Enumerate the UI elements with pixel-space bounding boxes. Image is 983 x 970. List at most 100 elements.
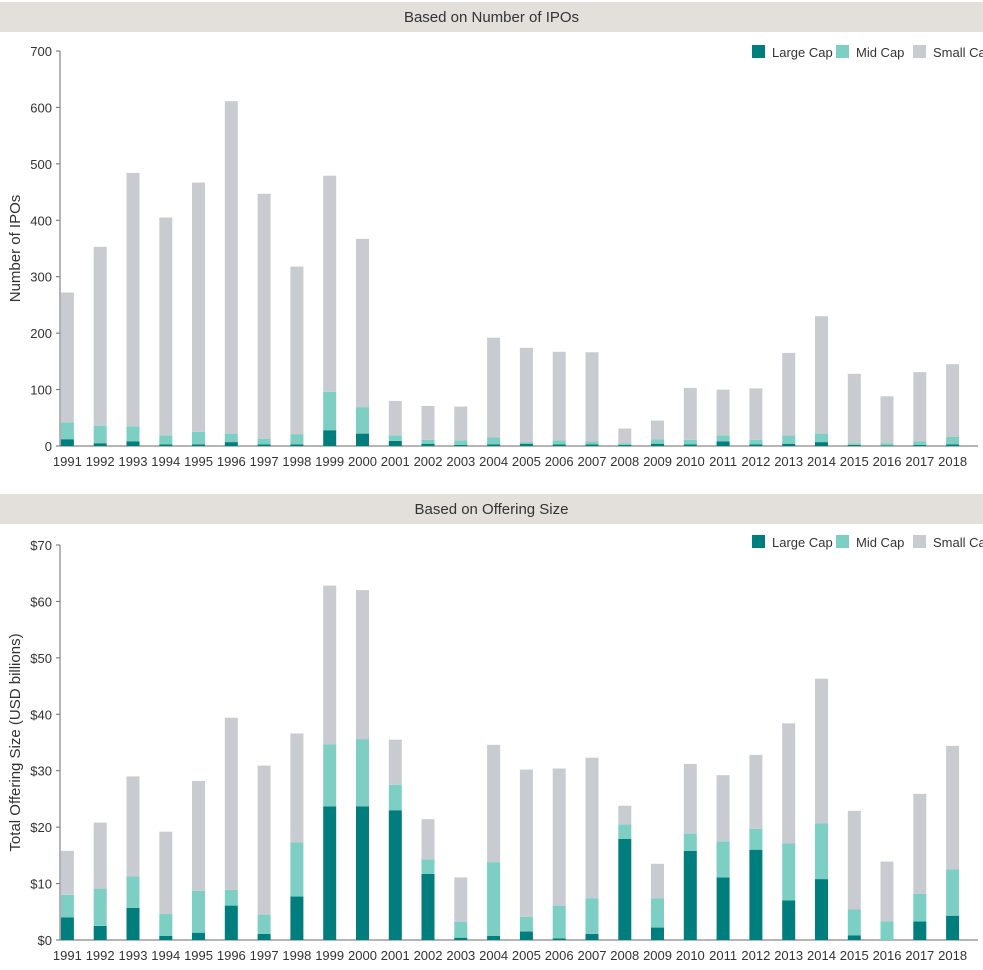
- bar-segment-mid-cap-1998: [290, 842, 304, 897]
- x-tick-label: 1993: [119, 948, 148, 963]
- legend-swatch: [752, 535, 765, 548]
- x-tick-label: 1996: [217, 948, 246, 963]
- panel-header-band: [0, 2, 983, 32]
- x-tick-label: 2001: [381, 454, 410, 469]
- legend-swatch: [752, 45, 765, 58]
- bar-segment-mid-cap-1992: [93, 888, 107, 926]
- x-tick-label: 2011: [709, 948, 737, 963]
- bar-segment-large-cap-1997: [257, 933, 271, 940]
- x-tick-label: 2005: [512, 454, 541, 469]
- x-tick-label: 1994: [151, 948, 180, 963]
- bar-segment-mid-cap-1998: [290, 434, 304, 445]
- legend-swatch: [836, 535, 849, 548]
- x-tick-label: 1993: [119, 454, 148, 469]
- legend-item-small-cap: Small Cap: [913, 45, 983, 60]
- bar-segment-small-cap-1997: [257, 193, 271, 439]
- bar-segment-large-cap-2003: [454, 444, 468, 446]
- bar-segment-large-cap-1999: [323, 430, 337, 446]
- bar-segment-large-cap-2011: [716, 441, 730, 446]
- bar-segment-large-cap-1996: [224, 905, 238, 940]
- bar-segment-small-cap-2006: [552, 768, 566, 906]
- x-tick-label: 2010: [676, 948, 705, 963]
- bar-segment-small-cap-1995: [192, 780, 205, 891]
- bar-segment-large-cap-2007: [585, 444, 599, 446]
- bar-segment-small-cap-1995: [192, 182, 205, 432]
- x-tick-label: 2003: [446, 948, 475, 963]
- y-tick-label: 400: [30, 213, 52, 228]
- bar-segment-large-cap-2004: [487, 444, 501, 446]
- x-tick-label: 2006: [545, 948, 574, 963]
- chart-panel-1: Based on Number of IPOs 0 100 200 300 400 500 6…: [0, 2, 983, 469]
- bar-segment-small-cap-1993: [126, 172, 140, 427]
- bar-segment-small-cap-2002: [421, 819, 435, 860]
- bar-segment-small-cap-1999: [323, 585, 337, 745]
- bar-segment-large-cap-2016: [880, 445, 894, 446]
- bar-segment-mid-cap-1997: [257, 914, 271, 934]
- bar-segment-small-cap-2002: [421, 405, 435, 440]
- bar-segment-mid-cap-1999: [323, 391, 337, 431]
- x-tick-label: 2018: [938, 454, 967, 469]
- panel-header-band: [0, 494, 983, 524]
- bar-segment-large-cap-2018: [946, 444, 960, 446]
- y-tick-label: 0: [45, 439, 52, 454]
- bar-segment-large-cap-1992: [93, 925, 107, 940]
- bar-segment-large-cap-2011: [716, 877, 730, 940]
- x-tick-label: 1997: [250, 454, 279, 469]
- x-tick-label: 2008: [610, 454, 639, 469]
- x-tick-label: 2009: [643, 454, 672, 469]
- x-tick-label: 1997: [250, 948, 279, 963]
- bar-segment-small-cap-1992: [93, 246, 107, 426]
- x-tick-label: 1995: [184, 948, 213, 963]
- bar-segment-large-cap-2004: [487, 936, 501, 940]
- bar-segment-large-cap-1999: [323, 806, 337, 940]
- bar-segment-mid-cap-2016: [880, 443, 894, 446]
- x-tick-label: 2014: [807, 454, 836, 469]
- bar-segment-small-cap-2008: [618, 805, 632, 825]
- bar-segment-large-cap-1993: [126, 441, 140, 446]
- bar-segment-large-cap-1994: [159, 936, 173, 940]
- bar-segment-large-cap-2000: [356, 806, 369, 940]
- bar-segment-mid-cap-2009: [651, 898, 664, 928]
- legend-label: Small Cap: [933, 45, 983, 60]
- x-tick-label: 2005: [512, 948, 541, 963]
- bar-segment-mid-cap-2015: [847, 443, 861, 445]
- legend-swatch: [913, 535, 926, 548]
- bar-segment-large-cap-1996: [224, 442, 238, 446]
- legend-label: Large Cap: [772, 535, 833, 550]
- bar-segment-mid-cap-2007: [585, 898, 599, 934]
- bar-segment-large-cap-2001: [388, 810, 402, 940]
- bar-segment-mid-cap-2006: [552, 440, 566, 445]
- bar-segment-mid-cap-1992: [93, 425, 107, 444]
- bar-segment-large-cap-2018: [946, 915, 960, 940]
- bar-segment-large-cap-2002: [421, 874, 435, 940]
- bar-segment-small-cap-1996: [224, 101, 238, 434]
- bar-segment-mid-cap-2009: [651, 439, 664, 444]
- bar-segment-large-cap-2012: [749, 849, 763, 940]
- bar-segment-mid-cap-2008: [618, 443, 632, 445]
- legend-item-large-cap: Large Cap: [752, 535, 833, 550]
- bar-segment-small-cap-2015: [847, 810, 861, 910]
- bar-segment-mid-cap-2001: [388, 435, 402, 441]
- bar-segment-mid-cap-2014: [815, 823, 828, 880]
- bar-segment-mid-cap-1997: [257, 438, 271, 445]
- bar-segment-large-cap-1998: [290, 896, 304, 940]
- legend-item-mid-cap: Mid Cap: [836, 45, 904, 60]
- bar-segment-small-cap-2017: [913, 372, 927, 442]
- bar-segment-large-cap-2000: [356, 433, 369, 446]
- bar-segment-small-cap-2000: [356, 238, 369, 408]
- legend-swatch: [836, 45, 849, 58]
- chart-panel-2: Based on Offering Size $0 $10 $20 $30 $40 $50 $…: [0, 494, 983, 963]
- bar-segment-small-cap-2017: [913, 793, 927, 894]
- bar-segment-large-cap-2008: [618, 444, 632, 446]
- x-tick-label: 2008: [610, 948, 639, 963]
- bar-segment-small-cap-1992: [93, 822, 107, 889]
- y-tick-label: 200: [30, 326, 52, 341]
- x-tick-label: 2000: [348, 948, 377, 963]
- bar-segment-mid-cap-1996: [224, 889, 238, 906]
- bar-segment-mid-cap-2006: [552, 905, 566, 939]
- bar-segment-mid-cap-1994: [159, 435, 173, 445]
- x-tick-label: 2002: [414, 948, 443, 963]
- bar-segment-mid-cap-2018: [946, 869, 960, 916]
- bar-segment-large-cap-1992: [93, 443, 107, 446]
